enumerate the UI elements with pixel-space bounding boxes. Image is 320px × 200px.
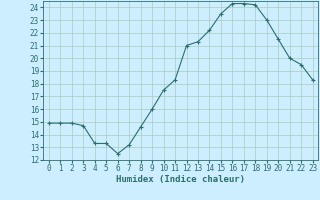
X-axis label: Humidex (Indice chaleur): Humidex (Indice chaleur) xyxy=(116,175,245,184)
